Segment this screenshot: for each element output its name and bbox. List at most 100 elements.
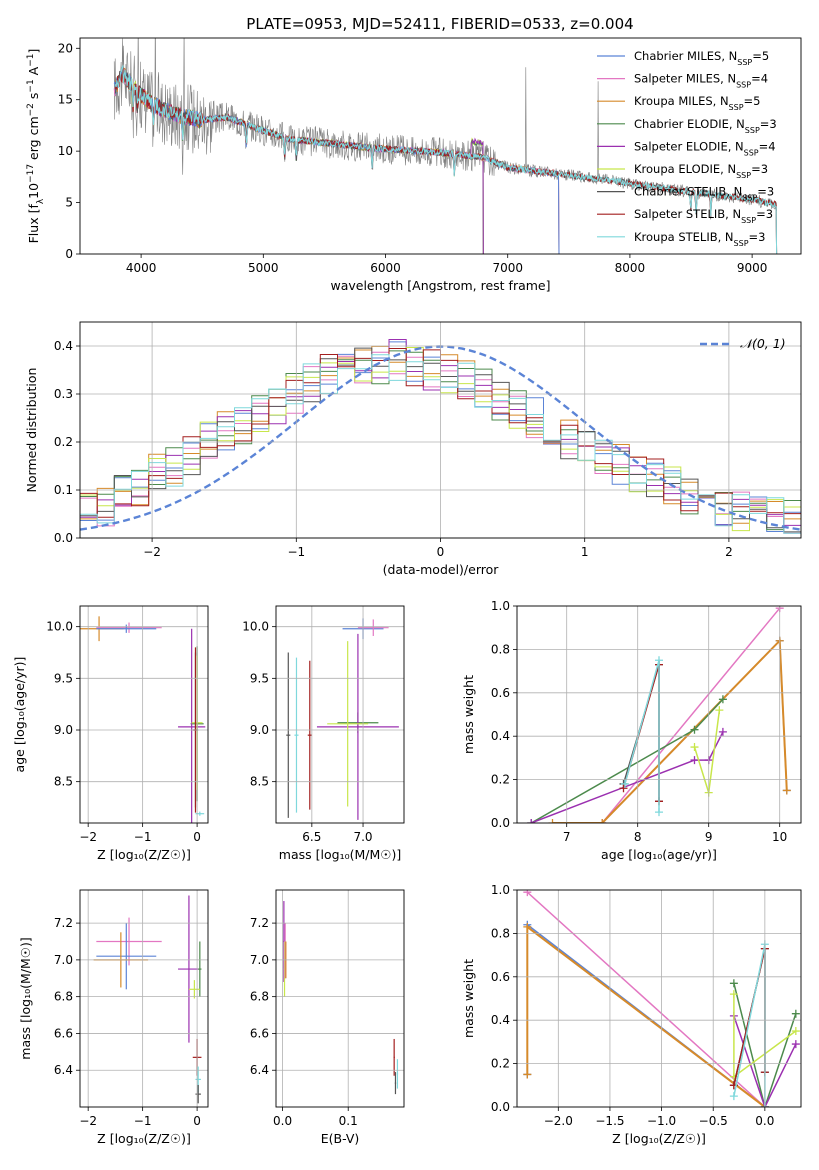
y-tick-label: 6.8 <box>54 990 73 1004</box>
y-tick-label: 0.0 <box>491 1100 510 1114</box>
legend-entry: Salpeter STELIB, NSSP=3 <box>634 207 773 225</box>
y-tick-label: 9.0 <box>250 723 269 737</box>
x-axis-label: (data-model)/error <box>383 562 500 577</box>
axes-frame <box>516 605 802 824</box>
y-axis-label-part: s <box>26 93 41 104</box>
x-tick-label: −1.0 <box>647 1114 676 1128</box>
legend-name: Chabrier STELIB, N <box>634 185 742 199</box>
y-axis-label: mass [log₁₀(M/M☉)] <box>18 937 33 1059</box>
y-tick-label: 1.0 <box>491 599 510 613</box>
x-tick-label: −2 <box>143 545 161 559</box>
y-tick-label: 6.6 <box>250 1026 269 1040</box>
x-tick-label: 2 <box>725 545 733 559</box>
y-axis-label: Flux [fλ10−17 erg cm−2 s−1 A−1] <box>26 49 46 244</box>
weight-marker <box>523 922 532 931</box>
weight-marker <box>729 979 738 988</box>
y-tick-label: 7.2 <box>54 916 73 930</box>
legend-value: =3 <box>756 207 773 221</box>
x-tick-label: −2 <box>79 1114 97 1128</box>
legend-entry: 𝒩(0, 1) <box>740 336 786 351</box>
weight-line <box>693 710 721 793</box>
x-axis-label: E(B-V) <box>321 1131 360 1146</box>
axes-frame <box>275 889 405 1108</box>
x-tick-label: 8000 <box>615 261 646 275</box>
x-tick-label: 0 <box>193 830 201 844</box>
y-axis-label: mass weight <box>461 959 476 1038</box>
legend-name: Kroupa STELIB, N <box>634 230 734 244</box>
y-tick-label: 1.0 <box>491 883 510 897</box>
y-tick-label: 15 <box>58 93 73 107</box>
x-axis-label: age [log₁₀(age/yr)] <box>601 847 717 862</box>
y-axis-label-part: −1 <box>26 54 36 67</box>
legend-sub: SSP <box>736 80 751 89</box>
legend-sub: SSP <box>742 193 757 202</box>
axes-frame <box>79 889 209 1108</box>
weight-marker <box>782 786 791 795</box>
weight-marker <box>655 656 663 665</box>
y-axis-label-part: −2 <box>26 103 36 116</box>
x-tick-label: 9000 <box>737 261 768 275</box>
plot-area <box>286 618 399 820</box>
x-tick-label: −1 <box>134 1114 152 1128</box>
weight-marker <box>690 725 699 734</box>
legend-value: =3 <box>760 117 777 131</box>
weight-marker <box>523 1070 532 1079</box>
y-tick-label: 8.5 <box>54 775 73 789</box>
weight-marker <box>791 1040 800 1049</box>
weight-marker <box>791 1027 800 1036</box>
y-tick-label: 5 <box>65 196 73 210</box>
weight-line <box>526 924 766 1107</box>
legend-entry: Salpeter ELODIE, NSSP=4 <box>634 139 776 157</box>
y-axis-label-part: −17 <box>26 164 36 183</box>
weight-marker <box>715 706 724 715</box>
legend-sub: SSP <box>729 103 744 112</box>
x-axis-label: mass [log₁₀(M/M☉)] <box>279 847 401 862</box>
plot-area <box>113 38 778 254</box>
legend-value: =5 <box>752 49 769 63</box>
x-tick-label: −2.0 <box>544 1114 573 1128</box>
y-tick-label: 6.4 <box>54 1063 73 1077</box>
legend-sub: SSP <box>737 58 752 67</box>
y-tick-label: 0.6 <box>491 970 510 984</box>
y-tick-label: 0.0 <box>491 816 510 830</box>
y-tick-label: 0.4 <box>54 339 73 353</box>
y-tick-label: 0.2 <box>491 773 510 787</box>
y-tick-label: 7.2 <box>250 916 269 930</box>
y-axis-label: mass weight <box>461 675 476 754</box>
panel-weight_vs_age: 7 8 9 10 0.0 0.2 0.4 0.6 0.8 1.0 age [log₁₀(age/yr… <box>461 599 802 862</box>
x-tick-label: −1.5 <box>595 1114 624 1128</box>
y-tick-label: 6.8 <box>250 990 269 1004</box>
legend-sub: SSP <box>734 238 749 247</box>
legend-value: =3 <box>751 162 768 176</box>
axes-frame <box>275 605 405 824</box>
y-tick-label: 0.2 <box>54 435 73 449</box>
panel-weight_vs_Z: −2.0 −1.5 −1.0 −0.5 0.0 0.0 0.2 0.4 0.6 0.8 1.0 Z [… <box>461 883 802 1146</box>
x-tick-label: 0.1 <box>339 1114 358 1128</box>
y-tick-label: 6.4 <box>250 1063 269 1077</box>
x-tick-label: 9 <box>705 830 713 844</box>
y-tick-label: 0.4 <box>491 729 510 743</box>
y-tick-label: 9.0 <box>54 723 73 737</box>
weight-line <box>733 983 797 1107</box>
y-tick-label: 0 <box>65 247 73 261</box>
weight-line <box>552 638 788 823</box>
legend-name: Salpeter ELODIE, N <box>634 139 744 153</box>
weight-line <box>601 607 781 823</box>
y-tick-label: 0.8 <box>491 642 510 656</box>
legend-value: =4 <box>751 72 768 86</box>
legend-entry: Chabrier STELIB, NSSP=3 <box>634 185 774 203</box>
weight-marker <box>598 819 607 823</box>
y-tick-label: 7.0 <box>250 953 269 967</box>
axes-frame <box>79 605 209 824</box>
y-tick-label: 10 <box>58 144 73 158</box>
legend-entry: Salpeter MILES, NSSP=4 <box>634 72 768 90</box>
weight-marker <box>655 808 663 817</box>
x-tick-label: −1 <box>134 830 152 844</box>
x-tick-label: 6.5 <box>302 830 321 844</box>
x-tick-label: −1 <box>287 545 305 559</box>
panel-age_vs_Z: −2 −1 0 8.5 9.0 9.5 10.0 Z [log₁₀(Z/Z☉)] age [lo… <box>12 605 209 862</box>
y-axis-label: age [log₁₀(age/yr)] <box>12 657 27 773</box>
x-tick-label: 0 <box>193 1114 201 1128</box>
y-axis-label-part: A <box>26 66 41 79</box>
plot-area <box>93 895 202 1104</box>
